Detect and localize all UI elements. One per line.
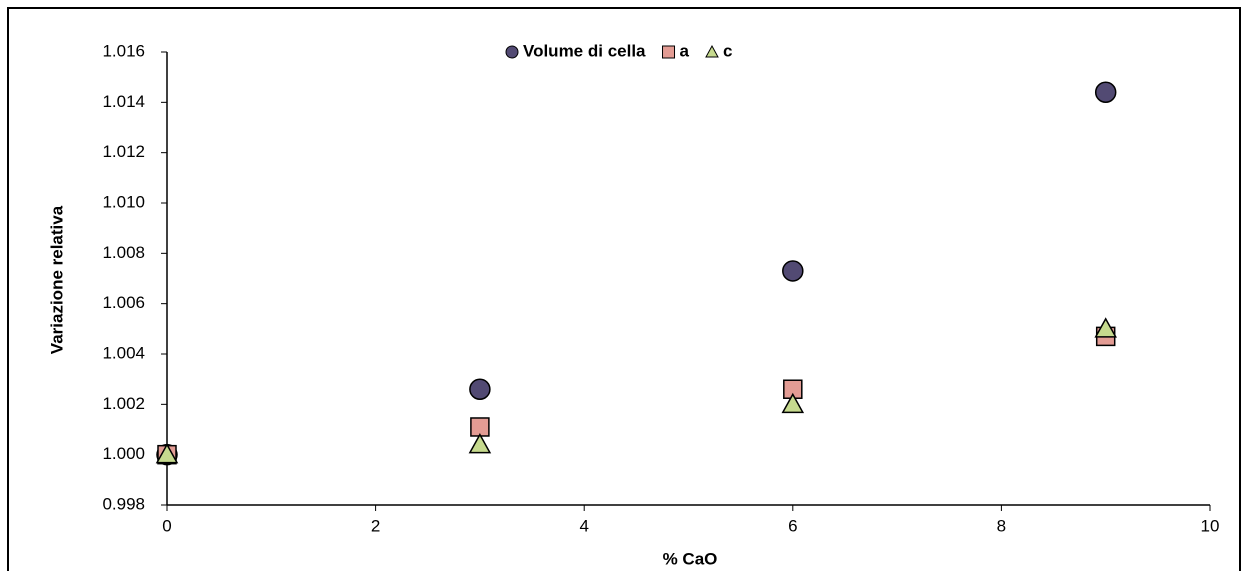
y-axis-label: Variazione relativa [47,205,66,354]
y-tick-label: 0.998 [102,494,145,513]
legend-marker [662,45,676,59]
data-point [781,392,805,414]
y-tick-label: 1.012 [102,142,145,161]
data-point [155,443,179,464]
data-point [1094,317,1117,338]
x-tick-label: 8 [997,516,1006,535]
y-tick-label: 1.002 [102,394,145,413]
x-tick-label: 2 [371,516,380,535]
y-tick-label: 1.008 [102,243,145,262]
x-tick-label: 0 [162,516,171,535]
x-tick-label: 10 [1201,516,1220,535]
chart-frame [7,7,1241,571]
data-point [469,378,491,400]
y-tick-label: 1.010 [102,192,145,211]
y-tick-label: 1.014 [102,92,145,111]
y-tick-label: 1.006 [102,293,145,312]
y-tick-label: 1.016 [102,41,145,60]
legend-label: a [680,41,690,60]
x-axis-label: % CaO [663,549,718,568]
x-tick-label: 6 [788,516,797,535]
legend-marker [705,44,719,58]
x-tick-label: 4 [579,516,588,535]
legend-marker [505,45,519,59]
legend-label: Volume di cella [523,41,646,60]
data-point [1094,81,1117,104]
y-tick-label: 1.000 [102,444,145,463]
data-point [782,260,804,282]
data-point [468,433,492,454]
legend-label: c [723,41,732,60]
y-tick-label: 1.004 [102,343,145,362]
